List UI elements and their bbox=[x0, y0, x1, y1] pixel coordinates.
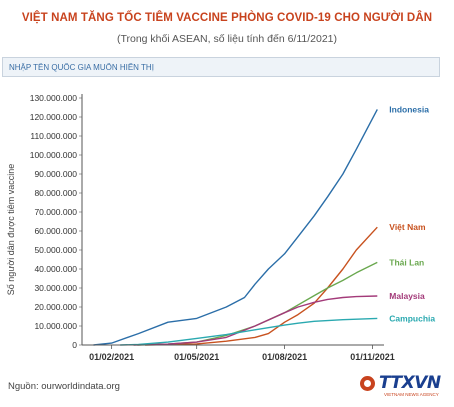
y-tick-label: 110.000.000 bbox=[30, 131, 77, 141]
series-lines bbox=[93, 109, 378, 346]
series-label: Campuchia bbox=[389, 313, 435, 323]
country-search-input[interactable] bbox=[2, 57, 440, 77]
y-tick-label: 80.000.000 bbox=[34, 188, 77, 198]
x-tick-label: 01/11/2021 bbox=[350, 352, 395, 362]
y-tick-label: 30.000.000 bbox=[34, 283, 77, 293]
x-axis-ticks: 01/02/2021 01/05/2021 01/08/2021 01/11/2021 bbox=[89, 345, 395, 362]
x-tick-label: 01/05/2021 bbox=[174, 352, 219, 362]
series-labels: Indonesia Việt Nam Thái Lan Malaysia Campuch… bbox=[389, 104, 435, 323]
y-axis-ticks: 0 10.000.000 20.000.000 30.000.000 40.000.00… bbox=[30, 93, 82, 350]
series-label: Malaysia bbox=[389, 291, 425, 301]
series-label: Việt Nam bbox=[389, 222, 426, 232]
series-line-2 bbox=[137, 261, 378, 346]
ttxvn-logo: TTXVN VIETNAM NEWS AGENCY bbox=[360, 373, 446, 401]
source-note: Nguồn: ourworldindata.org bbox=[8, 381, 120, 392]
y-tick-label: 10.000.000 bbox=[34, 321, 77, 331]
y-tick-label: 0 bbox=[72, 340, 77, 350]
series-label: Thái Lan bbox=[389, 257, 424, 267]
chart-title: VIỆT NAM TĂNG TỐC TIÊM VACCINE PHÒNG COV… bbox=[21, 12, 433, 24]
series-line-0 bbox=[93, 109, 378, 346]
logo-mark-icon bbox=[360, 376, 375, 391]
y-tick-label: 60.000.000 bbox=[34, 226, 77, 236]
y-tick-label: 40.000.000 bbox=[34, 264, 77, 274]
series-line-1 bbox=[145, 226, 378, 346]
series-label: Indonesia bbox=[389, 104, 429, 114]
axes bbox=[81, 94, 384, 346]
y-tick-label: 100.000.000 bbox=[30, 150, 78, 160]
y-tick-label: 130.000.000 bbox=[30, 93, 78, 103]
series-line-4 bbox=[120, 317, 378, 346]
y-tick-label: 70.000.000 bbox=[34, 207, 77, 217]
y-tick-label: 90.000.000 bbox=[34, 169, 77, 179]
logo-subtext: VIETNAM NEWS AGENCY bbox=[384, 392, 439, 397]
y-tick-label: 50.000.000 bbox=[34, 245, 77, 255]
chart-subtitle: (Trong khối ASEAN, số liệu tính đến 6/11… bbox=[116, 33, 338, 45]
logo-text: TTXVN bbox=[379, 373, 441, 393]
series-line-3 bbox=[133, 295, 378, 346]
x-tick-label: 01/08/2021 bbox=[262, 352, 307, 362]
y-tick-label: 120.000.000 bbox=[30, 112, 78, 122]
x-tick-label: 01/02/2021 bbox=[89, 352, 134, 362]
y-tick-label: 20.000.000 bbox=[34, 302, 77, 312]
y-axis-label: Số người dân được tiêm vaccine bbox=[6, 164, 16, 295]
line-chart: 0 10.000.000 20.000.000 30.000.000 40.000.00… bbox=[6, 93, 435, 362]
